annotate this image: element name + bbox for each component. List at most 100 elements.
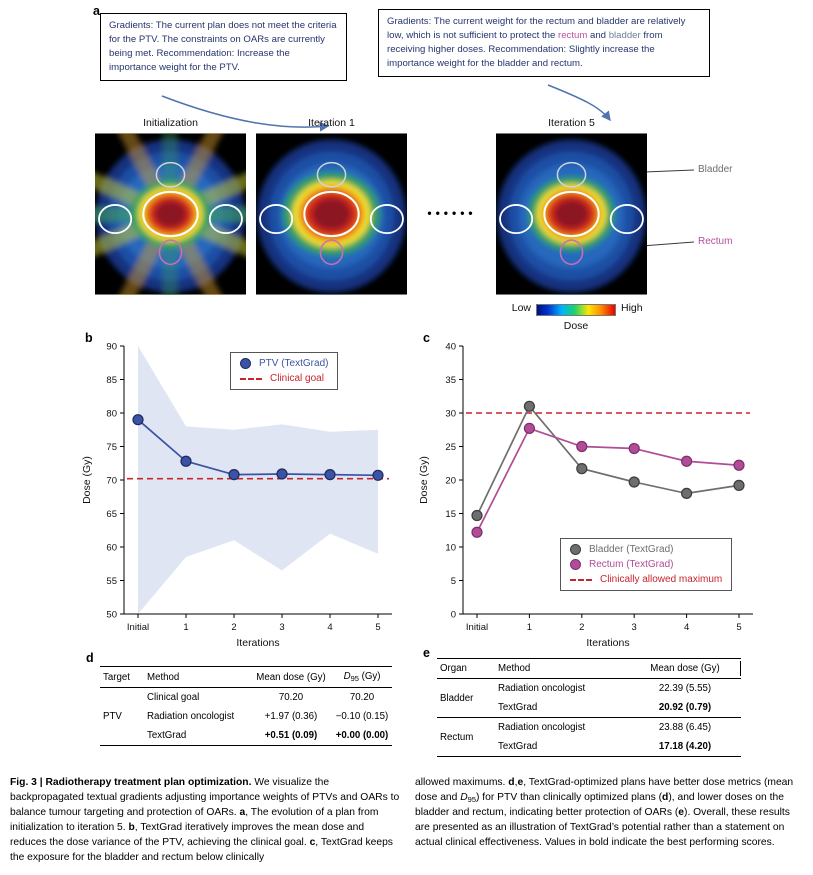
svg-text:1: 1 [183, 622, 188, 633]
svg-text:60: 60 [106, 542, 117, 553]
omitted-iterations-dots: •••••• [427, 206, 477, 220]
cell-target: PTV [103, 711, 122, 722]
svg-text:3: 3 [632, 622, 637, 633]
header-mean-dose: Mean dose (Gy) [250, 666, 332, 688]
dose-map-iteration-5 [496, 133, 647, 295]
colorbar-title: Dose [563, 320, 589, 332]
ptv-dose-chart-svg: 50 55 60 65 70 75 80 85 90 Initial 1 2 3 4 5 Dose (Gy) I… [81, 341, 392, 649]
panel-c-label: c [423, 331, 430, 345]
svg-text:25: 25 [445, 442, 456, 453]
table-row: TextGrad 17.18 (4.20) [437, 737, 741, 757]
cell-method: Radiation oncologist [498, 683, 586, 694]
gradient-note-right: Gradients: The current weight for the re… [378, 9, 710, 77]
svg-text:15: 15 [445, 509, 456, 520]
cell-d95: −0.10 (0.15) [335, 711, 389, 722]
cell-mean: +0.51 (0.09) [264, 730, 318, 741]
clinical-goal-dash-icon [240, 377, 262, 380]
svg-text:Iterations: Iterations [586, 637, 629, 649]
colorbar-high-label: High [621, 302, 643, 314]
legend-item-rectum: Rectum (TextGrad) [570, 559, 722, 570]
cell-method: TextGrad [147, 730, 187, 741]
svg-text:85: 85 [106, 375, 117, 386]
svg-text:5: 5 [375, 622, 380, 633]
cell-method: TextGrad [498, 702, 538, 713]
dose-map-label-iteration-5: Iteration 5 [548, 117, 595, 129]
table-row: TextGrad +0.51 (0.09) +0.00 (0.00) [100, 726, 392, 746]
cell-organ: Bladder [440, 692, 474, 704]
svg-text:75: 75 [106, 442, 117, 453]
header-method: Method [144, 666, 250, 688]
cell-mean: 17.18 (4.20) [658, 741, 712, 752]
legend-label-clinical-max: Clinically allowed maximum [600, 574, 723, 585]
cell-method: Radiation oncologist [147, 711, 235, 722]
panel-b-label: b [85, 331, 93, 345]
caption-left-column: Fig. 3 | Radiotherapy treatment plan opt… [10, 777, 400, 863]
gradient-note-left: Gradients: The current plan does not mee… [100, 13, 347, 81]
svg-text:70: 70 [106, 475, 117, 486]
svg-text:80: 80 [106, 408, 117, 419]
chart-c-legend: Bladder (TextGrad) Rectum (TextGrad) Cli… [560, 538, 733, 591]
cell-mean: 70.20 [278, 692, 304, 703]
svg-text:Iterations: Iterations [236, 637, 279, 649]
bladder-series-marker-icon [570, 544, 581, 555]
svg-text:65: 65 [106, 509, 117, 520]
dose-map-iteration-1 [256, 133, 407, 295]
clinical-max-dash-icon [570, 578, 592, 581]
header-target: Target [100, 666, 144, 688]
legend-label-rectum: Rectum (TextGrad) [589, 559, 674, 570]
rectum-series-marker-icon [570, 559, 581, 570]
bladder-annotation-label: Bladder [698, 164, 733, 175]
header-method: Method [495, 658, 629, 679]
legend-label-clinical-goal: Clinical goal [270, 373, 324, 384]
table-row: Rectum Radiation oncologist 23.88 (6.45) [437, 717, 741, 757]
legend-label-ptv: PTV (TextGrad) [259, 358, 329, 369]
svg-text:Initial: Initial [127, 622, 149, 633]
panel-a-label: a [93, 4, 100, 18]
table-row: Bladder Radiation oncologist 22.39 (5.55… [437, 679, 741, 704]
gradient-arrow-right [547, 84, 611, 122]
table-row: PTV Radiation oncologist +1.97 (0.36) −0… [100, 707, 392, 726]
svg-text:50: 50 [106, 609, 117, 620]
header-mean-dose: Mean dose (Gy) [629, 658, 741, 679]
svg-text:55: 55 [106, 576, 117, 587]
oar-metrics-table: Organ Method Mean dose (Gy) Bladder Radi… [437, 658, 741, 757]
svg-text:4: 4 [327, 622, 332, 633]
cell-organ: Rectum [437, 717, 495, 757]
legend-item-clinical-goal: Clinical goal [240, 373, 328, 384]
cell-mean: 23.88 (6.45) [629, 717, 741, 737]
table-header-row: Target Method Mean dose (Gy) D95 (Gy) [100, 666, 392, 688]
cell-d95: +0.00 (0.00) [335, 730, 389, 741]
svg-text:30: 30 [445, 408, 456, 419]
svg-text:Initial: Initial [466, 622, 488, 633]
svg-text:4: 4 [684, 622, 689, 633]
svg-text:20: 20 [445, 475, 456, 486]
table-row: Clinical goal 70.20 70.20 [100, 688, 392, 708]
ptv-series-marker-icon [240, 358, 251, 369]
svg-text:2: 2 [579, 622, 584, 633]
svg-text:35: 35 [445, 375, 456, 386]
chart-b-legend: PTV (TextGrad) Clinical goal [230, 352, 339, 390]
cell-method: TextGrad [498, 741, 538, 752]
panel-e-label: e [423, 646, 430, 660]
svg-text:Dose (Gy): Dose (Gy) [418, 456, 430, 504]
rectum-annotation-label: Rectum [698, 236, 733, 247]
cell-d95: 70.20 [349, 692, 375, 703]
svg-text:5: 5 [451, 576, 456, 587]
oar-dose-chart: 0 5 10 15 20 25 30 35 40 Initial 1 2 3 4 5 Dose (Gy) Ite… [415, 332, 775, 654]
ptv-metrics-table: Target Method Mean dose (Gy) D95 (Gy) Cl… [100, 666, 392, 746]
cell-mean: 22.39 (5.55) [658, 683, 712, 694]
panel-d-label: d [86, 651, 94, 665]
header-d95: D95 (Gy) [332, 666, 392, 688]
oar-dose-chart-svg: 0 5 10 15 20 25 30 35 40 Initial 1 2 3 4 5 Dose (Gy) Ite… [418, 341, 753, 649]
svg-text:40: 40 [445, 341, 456, 352]
legend-item-clinical-max: Clinically allowed maximum [570, 574, 722, 585]
dose-map-label-iteration-1: Iteration 1 [308, 117, 355, 129]
legend-item-ptv: PTV (TextGrad) [240, 358, 328, 369]
svg-text:2: 2 [231, 622, 236, 633]
dose-map-initialization [95, 133, 246, 295]
svg-text:3: 3 [279, 622, 284, 633]
legend-item-bladder: Bladder (TextGrad) [570, 544, 722, 555]
svg-text:Dose (Gy): Dose (Gy) [81, 456, 93, 504]
header-organ: Organ [437, 658, 495, 679]
